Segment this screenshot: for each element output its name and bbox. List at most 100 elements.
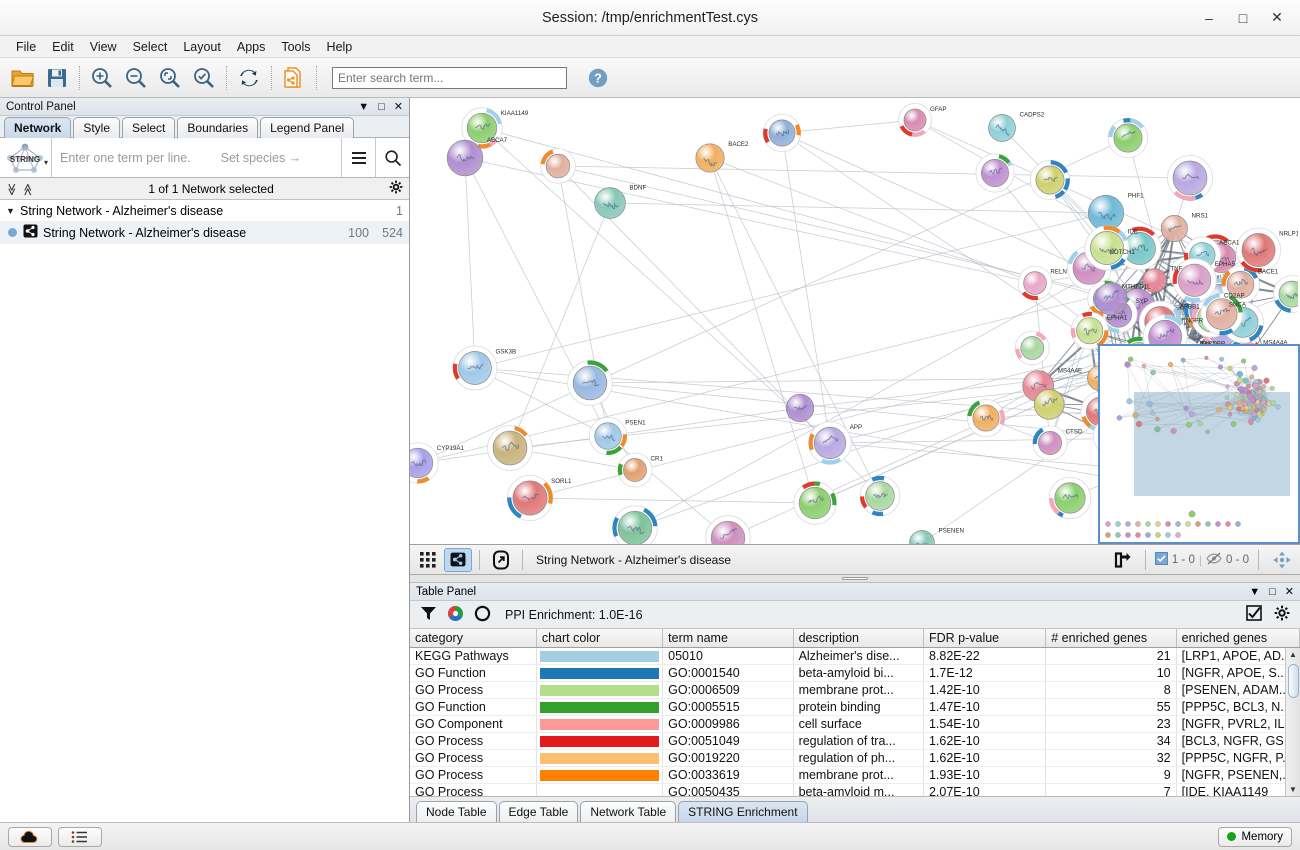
hidden-nodes-eye-icon[interactable] bbox=[1206, 552, 1222, 568]
gear-icon[interactable] bbox=[1274, 605, 1290, 624]
table-row[interactable]: GO Process GO:0051049 regulation of tra...… bbox=[410, 732, 1300, 751]
zoom-in-icon[interactable] bbox=[85, 61, 119, 95]
table-vertical-scrollbar[interactable]: ▲ ▼ bbox=[1285, 647, 1300, 796]
menu-tools[interactable]: Tools bbox=[281, 39, 311, 54]
network-node[interactable] bbox=[1029, 159, 1071, 201]
network-node[interactable] bbox=[988, 114, 1016, 142]
network-node[interactable] bbox=[1032, 425, 1068, 461]
network-node[interactable] bbox=[594, 187, 626, 219]
search-icon[interactable] bbox=[375, 138, 409, 177]
network-node[interactable] bbox=[461, 107, 503, 149]
network-node[interactable] bbox=[898, 103, 932, 137]
zoom-out-icon[interactable] bbox=[119, 61, 153, 95]
scrollbar-thumb[interactable] bbox=[1287, 663, 1299, 698]
tab-node-table[interactable]: Node Table bbox=[416, 801, 497, 822]
network-node[interactable] bbox=[1017, 265, 1053, 301]
table-row[interactable]: KEGG Pathways 05010 Alzheimer's dise... 8.8… bbox=[410, 647, 1300, 666]
help-icon[interactable]: ? bbox=[581, 61, 615, 95]
network-node[interactable] bbox=[1107, 117, 1149, 159]
network-node[interactable] bbox=[452, 345, 498, 391]
network-overview-panel[interactable] bbox=[1098, 344, 1300, 544]
menu-select[interactable]: Select bbox=[132, 39, 168, 54]
network-node[interactable] bbox=[1236, 227, 1282, 273]
table-panel-collapse-button[interactable]: ▼ bbox=[1249, 585, 1261, 598]
tab-network[interactable]: Network bbox=[4, 117, 72, 138]
table-row[interactable]: GO Process GO:0033619 membrane prot... 1.93… bbox=[410, 766, 1300, 785]
col-enriched-genes[interactable]: enriched genes bbox=[1176, 628, 1300, 649]
network-node[interactable] bbox=[1142, 268, 1167, 293]
collapse-all-icon[interactable]: ≫ bbox=[4, 182, 19, 195]
network-node[interactable] bbox=[1094, 282, 1128, 316]
col-enriched-count[interactable]: # enriched genes bbox=[1045, 628, 1177, 649]
network-node[interactable] bbox=[975, 153, 1015, 193]
string-app-icon[interactable] bbox=[444, 547, 472, 572]
refresh-icon[interactable] bbox=[232, 61, 266, 95]
menu-file[interactable]: File bbox=[16, 39, 37, 54]
tree-row-root[interactable]: ▼ String Network - Alzheimer's disease 1 bbox=[0, 200, 409, 222]
network-node[interactable] bbox=[1014, 330, 1050, 366]
network-node[interactable] bbox=[540, 148, 576, 184]
network-node[interactable] bbox=[859, 475, 901, 517]
col-term-name[interactable]: term name bbox=[662, 628, 794, 649]
scroll-up-arrow-icon[interactable]: ▲ bbox=[1289, 650, 1297, 660]
minimize-button[interactable]: – bbox=[1205, 9, 1213, 26]
network-node[interactable] bbox=[909, 530, 935, 545]
search-input[interactable] bbox=[332, 66, 567, 89]
network-node[interactable] bbox=[1084, 225, 1130, 271]
donut-chart-icon[interactable] bbox=[474, 605, 491, 625]
network-node[interactable] bbox=[506, 474, 554, 522]
scroll-down-arrow-icon[interactable]: ▼ bbox=[1289, 784, 1297, 794]
network-node[interactable] bbox=[1033, 388, 1065, 420]
col-chart-color[interactable]: chart color bbox=[536, 628, 664, 649]
checkbox-icon[interactable] bbox=[1246, 605, 1262, 624]
expand-all-icon[interactable]: ≪ bbox=[20, 182, 35, 195]
hamburger-icon[interactable] bbox=[341, 138, 375, 177]
table-row[interactable]: GO Function GO:0005515 protein binding 1.47… bbox=[410, 698, 1300, 717]
arrow-tool-icon[interactable] bbox=[487, 548, 515, 572]
network-node[interactable] bbox=[1160, 214, 1188, 243]
gear-icon[interactable] bbox=[389, 180, 403, 197]
control-panel-close-button[interactable]: ✕ bbox=[393, 101, 403, 113]
tab-edge-table[interactable]: Edge Table bbox=[498, 801, 579, 822]
network-node[interactable] bbox=[695, 143, 725, 173]
open-folder-icon[interactable] bbox=[6, 61, 40, 95]
tab-string-enrichment[interactable]: STRING Enrichment bbox=[678, 801, 808, 822]
tab-boundaries[interactable]: Boundaries bbox=[177, 117, 259, 138]
cloud-icon[interactable] bbox=[8, 826, 52, 847]
enrichment-table-wrapper[interactable]: category chart color term name descripti… bbox=[410, 628, 1300, 796]
panel-splitter[interactable] bbox=[410, 575, 1300, 583]
grid-layout-icon[interactable] bbox=[414, 548, 442, 572]
col-description[interactable]: description bbox=[793, 628, 924, 649]
network-node[interactable] bbox=[446, 139, 484, 177]
network-node[interactable] bbox=[705, 515, 751, 545]
export-image-icon[interactable] bbox=[1108, 548, 1136, 572]
network-node[interactable] bbox=[487, 425, 533, 471]
network-node[interactable] bbox=[588, 416, 628, 456]
menu-apps[interactable]: Apps bbox=[236, 39, 266, 54]
network-node[interactable] bbox=[1200, 292, 1244, 336]
fit-content-icon[interactable] bbox=[1268, 548, 1296, 572]
filter-funnel-icon[interactable] bbox=[420, 605, 437, 625]
string-logo-icon[interactable]: STRING ▾ bbox=[0, 138, 52, 177]
table-panel-close-button[interactable]: ✕ bbox=[1284, 586, 1294, 599]
control-panel-collapse-button[interactable]: ▼ bbox=[358, 100, 370, 113]
network-node[interactable] bbox=[1048, 476, 1092, 520]
save-icon[interactable] bbox=[40, 61, 74, 95]
network-node[interactable] bbox=[567, 360, 613, 406]
col-category[interactable]: category bbox=[410, 628, 537, 649]
tab-legend-panel[interactable]: Legend Panel bbox=[260, 117, 355, 138]
close-button[interactable]: ✕ bbox=[1271, 9, 1283, 25]
zoom-selected-icon[interactable] bbox=[187, 61, 221, 95]
string-term-input[interactable]: Enter one term per line. Set species → bbox=[52, 138, 341, 177]
network-node[interactable] bbox=[410, 442, 439, 484]
network-node[interactable] bbox=[1167, 155, 1213, 201]
table-row[interactable]: GO Process GO:0050435 beta-amyloid m... 2.0… bbox=[410, 783, 1300, 796]
export-network-icon[interactable] bbox=[277, 61, 311, 95]
network-canvas[interactable]: MT-ND2MT-ND1VSNL1GAB2NRS1IL1BCHATABCA1AC… bbox=[410, 98, 1300, 545]
table-row[interactable]: GO Process GO:0019220 regulation of ph... 1… bbox=[410, 749, 1300, 768]
col-fdr-p-value[interactable]: FDR p-value bbox=[923, 628, 1047, 649]
tab-style[interactable]: Style bbox=[73, 117, 121, 138]
network-node[interactable] bbox=[1117, 226, 1162, 271]
network-node[interactable] bbox=[762, 113, 802, 153]
set-species-link[interactable]: Set species → bbox=[220, 150, 302, 165]
